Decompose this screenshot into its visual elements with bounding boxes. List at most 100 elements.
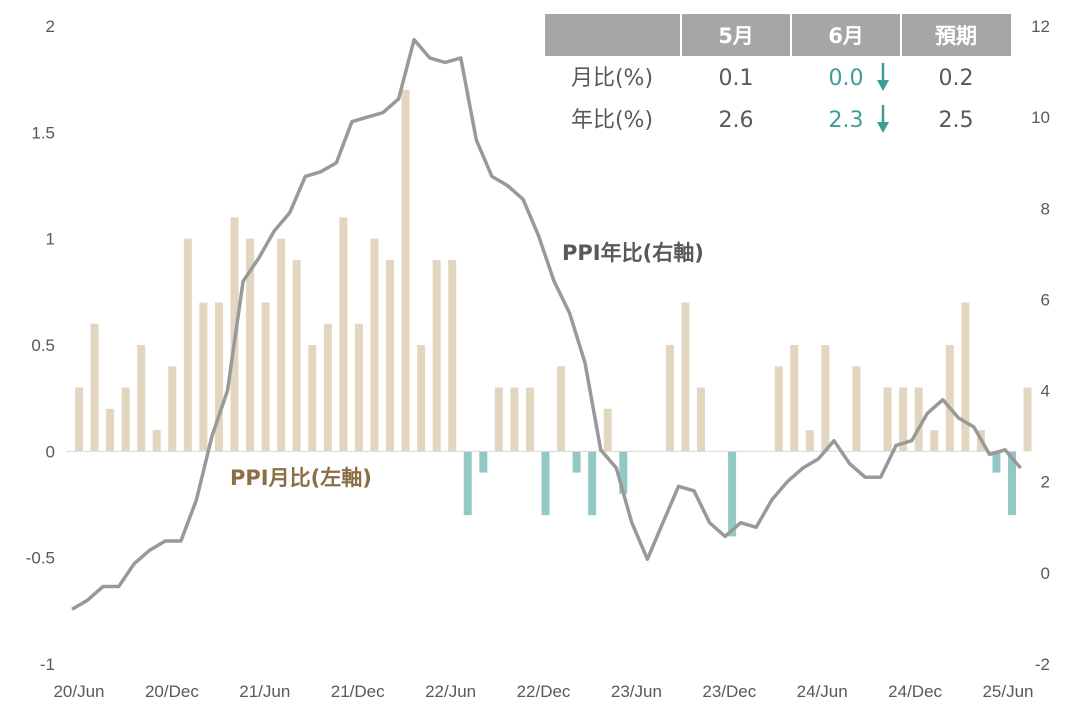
x-tick-label: 22/Jun <box>425 682 476 701</box>
bar <box>354 323 363 452</box>
bar <box>261 302 270 452</box>
right-tick-label: 2 <box>1041 473 1050 492</box>
x-tick-label: 22/Dec <box>517 682 571 701</box>
bar <box>152 430 161 452</box>
right-tick-label: 10 <box>1031 108 1050 127</box>
row-mom-june: 0.0 <box>829 66 864 91</box>
right-axis-ticks: -2 0 2 4 6 8 10 12 <box>1031 17 1050 674</box>
bar <box>401 89 410 452</box>
bar <box>961 302 970 452</box>
table-header-bg <box>545 14 1011 56</box>
left-tick-label: 1 <box>46 230 55 249</box>
left-tick-label: -1 <box>40 655 55 674</box>
bar <box>510 387 519 452</box>
yoy-series-label: PPI年比(右軸) <box>562 241 704 265</box>
row-yoy-expected: 2.5 <box>939 108 974 133</box>
bar <box>681 302 690 452</box>
x-tick-label: 24/Dec <box>888 682 942 701</box>
bar <box>214 302 223 452</box>
bar <box>1008 451 1016 516</box>
bar <box>246 238 255 452</box>
bar <box>945 345 954 452</box>
bar <box>386 259 394 452</box>
yoy-line-group <box>71 37 1022 611</box>
bar <box>541 451 550 516</box>
x-axis-ticks: 20/Jun 20/Dec 21/Jun 21/Dec 22/Jun 22/Dec 23/J… <box>53 682 1033 701</box>
bar <box>199 302 208 452</box>
summary-table: 5月 6月 預期 月比(%) 0.1 0.0 0.2 年比(%) 2.6 2.3… <box>545 14 1011 133</box>
x-tick-label: 23/Jun <box>611 682 662 701</box>
x-tick-label: 25/Jun <box>982 682 1033 701</box>
row-mom-may: 0.1 <box>719 66 754 91</box>
bar <box>137 345 146 452</box>
row-yoy-label: 年比(%) <box>571 108 653 133</box>
right-tick-label: 0 <box>1041 564 1050 583</box>
x-tick-label: 21/Dec <box>331 682 385 701</box>
bar <box>121 387 130 452</box>
bar <box>525 387 534 452</box>
table-header-may: 5月 <box>718 24 754 48</box>
bar <box>665 345 674 452</box>
row-yoy-june: 2.3 <box>829 108 864 133</box>
bar <box>821 345 830 452</box>
bar <box>852 366 861 452</box>
x-tick-label: 21/Jun <box>239 682 290 701</box>
bar <box>106 408 115 452</box>
bar <box>619 451 628 494</box>
bar <box>370 238 379 452</box>
bar <box>588 451 597 516</box>
bar <box>557 366 566 452</box>
table-header-june: 6月 <box>828 24 864 48</box>
left-tick-label: -0.5 <box>26 549 55 568</box>
mom-series-label: PPI月比(左軸) <box>230 466 372 490</box>
bar <box>479 451 488 473</box>
bar <box>697 387 705 452</box>
x-tick-label: 23/Dec <box>702 682 756 701</box>
right-tick-label: 4 <box>1041 382 1050 401</box>
row-yoy-may: 2.6 <box>719 108 754 133</box>
bar <box>90 323 99 452</box>
bar <box>277 238 286 452</box>
x-tick-label: 20/Dec <box>145 682 199 701</box>
left-tick-label: 2 <box>46 17 55 36</box>
bar <box>899 387 908 452</box>
bar <box>292 259 301 452</box>
bar <box>448 259 457 452</box>
bar <box>914 387 923 452</box>
left-tick-label: 1.5 <box>31 123 55 142</box>
bar <box>339 217 348 452</box>
table-header-expected: 預期 <box>935 24 977 48</box>
bar <box>417 345 426 452</box>
left-tick-label: 0 <box>46 442 55 461</box>
bar <box>463 451 472 516</box>
right-tick-label: 12 <box>1031 17 1050 36</box>
bar <box>308 345 317 452</box>
bar <box>572 451 581 473</box>
left-tick-label: 0.5 <box>31 336 55 355</box>
bar <box>728 451 737 537</box>
down-arrow-icon <box>877 105 889 133</box>
bar <box>774 366 783 452</box>
yoy-line <box>71 37 1022 611</box>
row-mom-expected: 0.2 <box>939 66 974 91</box>
bar <box>603 408 612 452</box>
bar <box>992 451 1001 473</box>
bar <box>790 345 799 452</box>
bar <box>805 430 814 452</box>
bar <box>75 387 83 452</box>
bar <box>930 430 939 452</box>
right-tick-label: 6 <box>1041 290 1050 309</box>
x-tick-label: 20/Jun <box>53 682 104 701</box>
bar <box>1023 387 1032 452</box>
bar <box>168 366 177 452</box>
left-axis-ticks: -1 -0.5 0 0.5 1 1.5 2 <box>26 17 55 674</box>
bar <box>432 259 441 452</box>
x-tick-label: 24/Jun <box>797 682 848 701</box>
row-mom-label: 月比(%) <box>571 66 653 91</box>
right-tick-label: 8 <box>1041 199 1050 218</box>
down-arrow-icon <box>877 63 889 91</box>
bar <box>323 323 332 452</box>
bar <box>183 238 192 452</box>
right-tick-label: -2 <box>1035 655 1050 674</box>
